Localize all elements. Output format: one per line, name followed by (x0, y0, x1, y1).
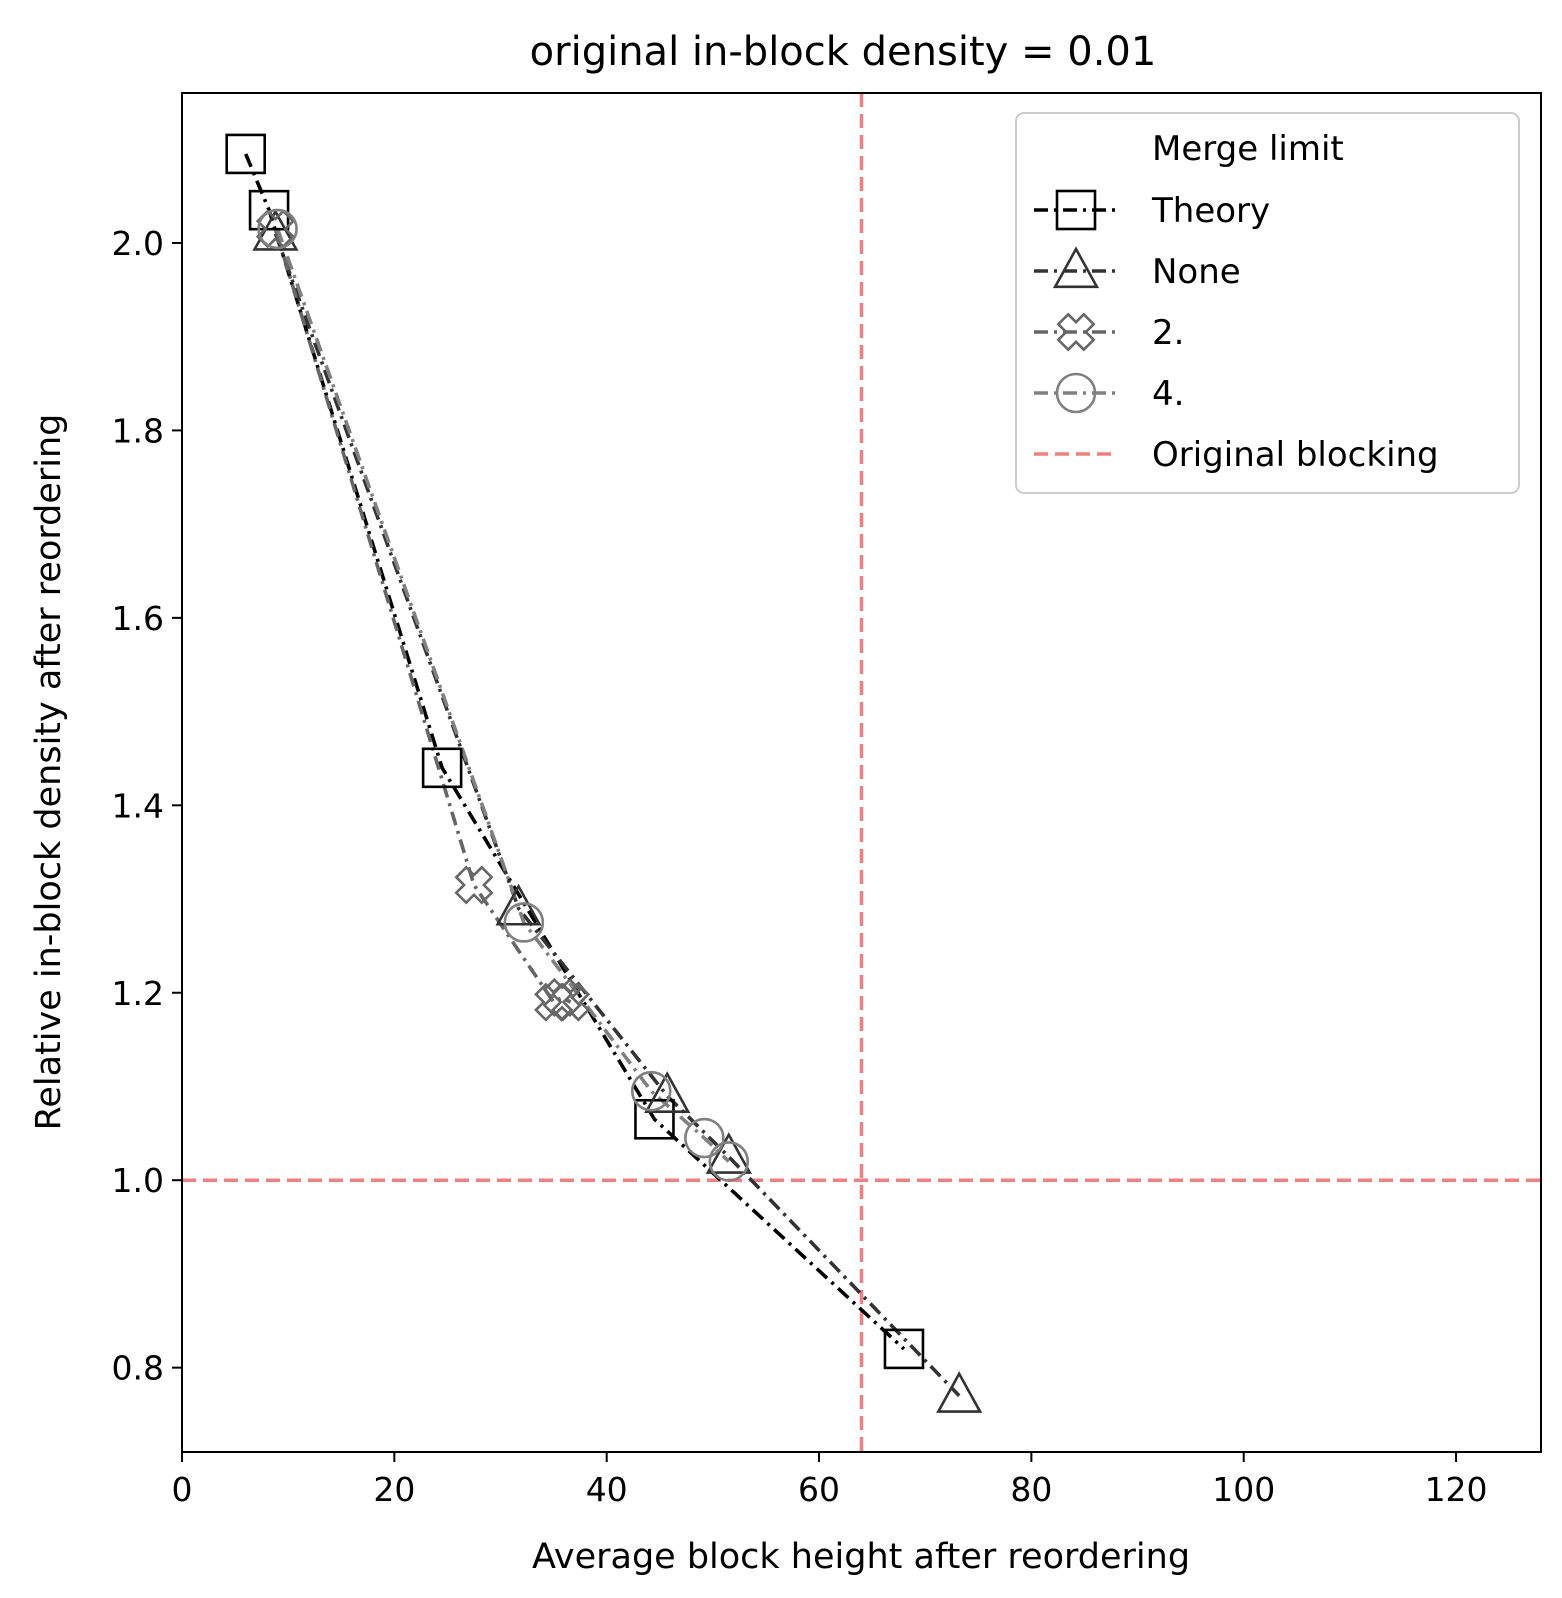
data-point-2-shape (542, 977, 582, 1017)
data-point-2 (454, 865, 494, 905)
x-tick-label: 0 (172, 1470, 193, 1509)
x-axis-label: Average block height after reordering (532, 1537, 1190, 1577)
data-point-2-shape (551, 982, 591, 1022)
x-tick-label: 80 (1010, 1470, 1052, 1509)
reference-lines (182, 93, 1541, 1452)
y-axis-ticks: 0.8 1.0 1.2 1.4 1.6 1.8 2.0 (112, 224, 182, 1388)
legend-marker-2-shape (1056, 312, 1096, 352)
data-point-none (644, 1071, 691, 1113)
y-tick-label: 1.0 (112, 1161, 164, 1200)
x-tick-label: 40 (586, 1470, 628, 1509)
y-tick-label: 1.6 (112, 599, 164, 638)
legend-label-4: 4. (1152, 374, 1184, 414)
data-point-theory (634, 1098, 675, 1140)
data-point-4 (503, 902, 545, 943)
data-point-theory (248, 189, 290, 231)
data-point-4 (630, 1070, 672, 1112)
y-tick-label: 0.8 (112, 1349, 164, 1388)
legend-label-original-blocking: Original blocking (1152, 435, 1439, 475)
data-point-theory (421, 747, 463, 789)
y-tick-label: 1.4 (112, 786, 164, 825)
legend-title: Merge limit (1152, 129, 1344, 169)
data-point-2-shape (454, 865, 494, 905)
data-point-4 (708, 1141, 750, 1182)
legend-label-2: 2. (1152, 313, 1184, 353)
series-markers (225, 133, 983, 1413)
legend-label-theory: Theory (1151, 191, 1270, 231)
plot-frame (181, 92, 1542, 1453)
series-line-2 (273, 228, 572, 1005)
legend-box (1015, 112, 1520, 494)
x-tick-label: 100 (1212, 1470, 1275, 1509)
data-point-theory (225, 133, 267, 175)
data-point-4 (257, 208, 298, 250)
legend: Merge limit Theory None 2. 4. Original block… (1015, 112, 1520, 494)
data-point-2 (534, 982, 574, 1022)
legend-label-none: None (1152, 252, 1241, 292)
x-axis-ticks: 0 20 40 60 80 100 120 (172, 1452, 1488, 1509)
y-tick-label: 1.8 (112, 411, 164, 450)
data-point-2 (542, 977, 582, 1017)
x-tick-label: 120 (1425, 1470, 1488, 1509)
chart-title: original in-block density = 0.01 (530, 29, 1157, 75)
x-tick-label: 20 (373, 1470, 415, 1509)
y-tick-label: 1.2 (112, 974, 164, 1013)
legend-marker-none (1052, 246, 1100, 289)
data-point-2 (551, 982, 591, 1022)
data-point-4 (684, 1117, 725, 1159)
y-tick-label: 2.0 (112, 224, 164, 263)
legend-marker-theory (1055, 189, 1097, 231)
legend-marker-4 (1055, 372, 1097, 414)
legend-marker-2 (1056, 312, 1096, 352)
data-point-2-shape (534, 982, 574, 1022)
y-axis-label: Relative in-block density after reorderi… (29, 414, 69, 1131)
x-tick-label: 60 (798, 1470, 840, 1509)
data-point-none (936, 1371, 983, 1413)
data-point-theory (883, 1328, 925, 1370)
series-line-none (273, 232, 961, 1398)
data-point-none (705, 1132, 752, 1174)
